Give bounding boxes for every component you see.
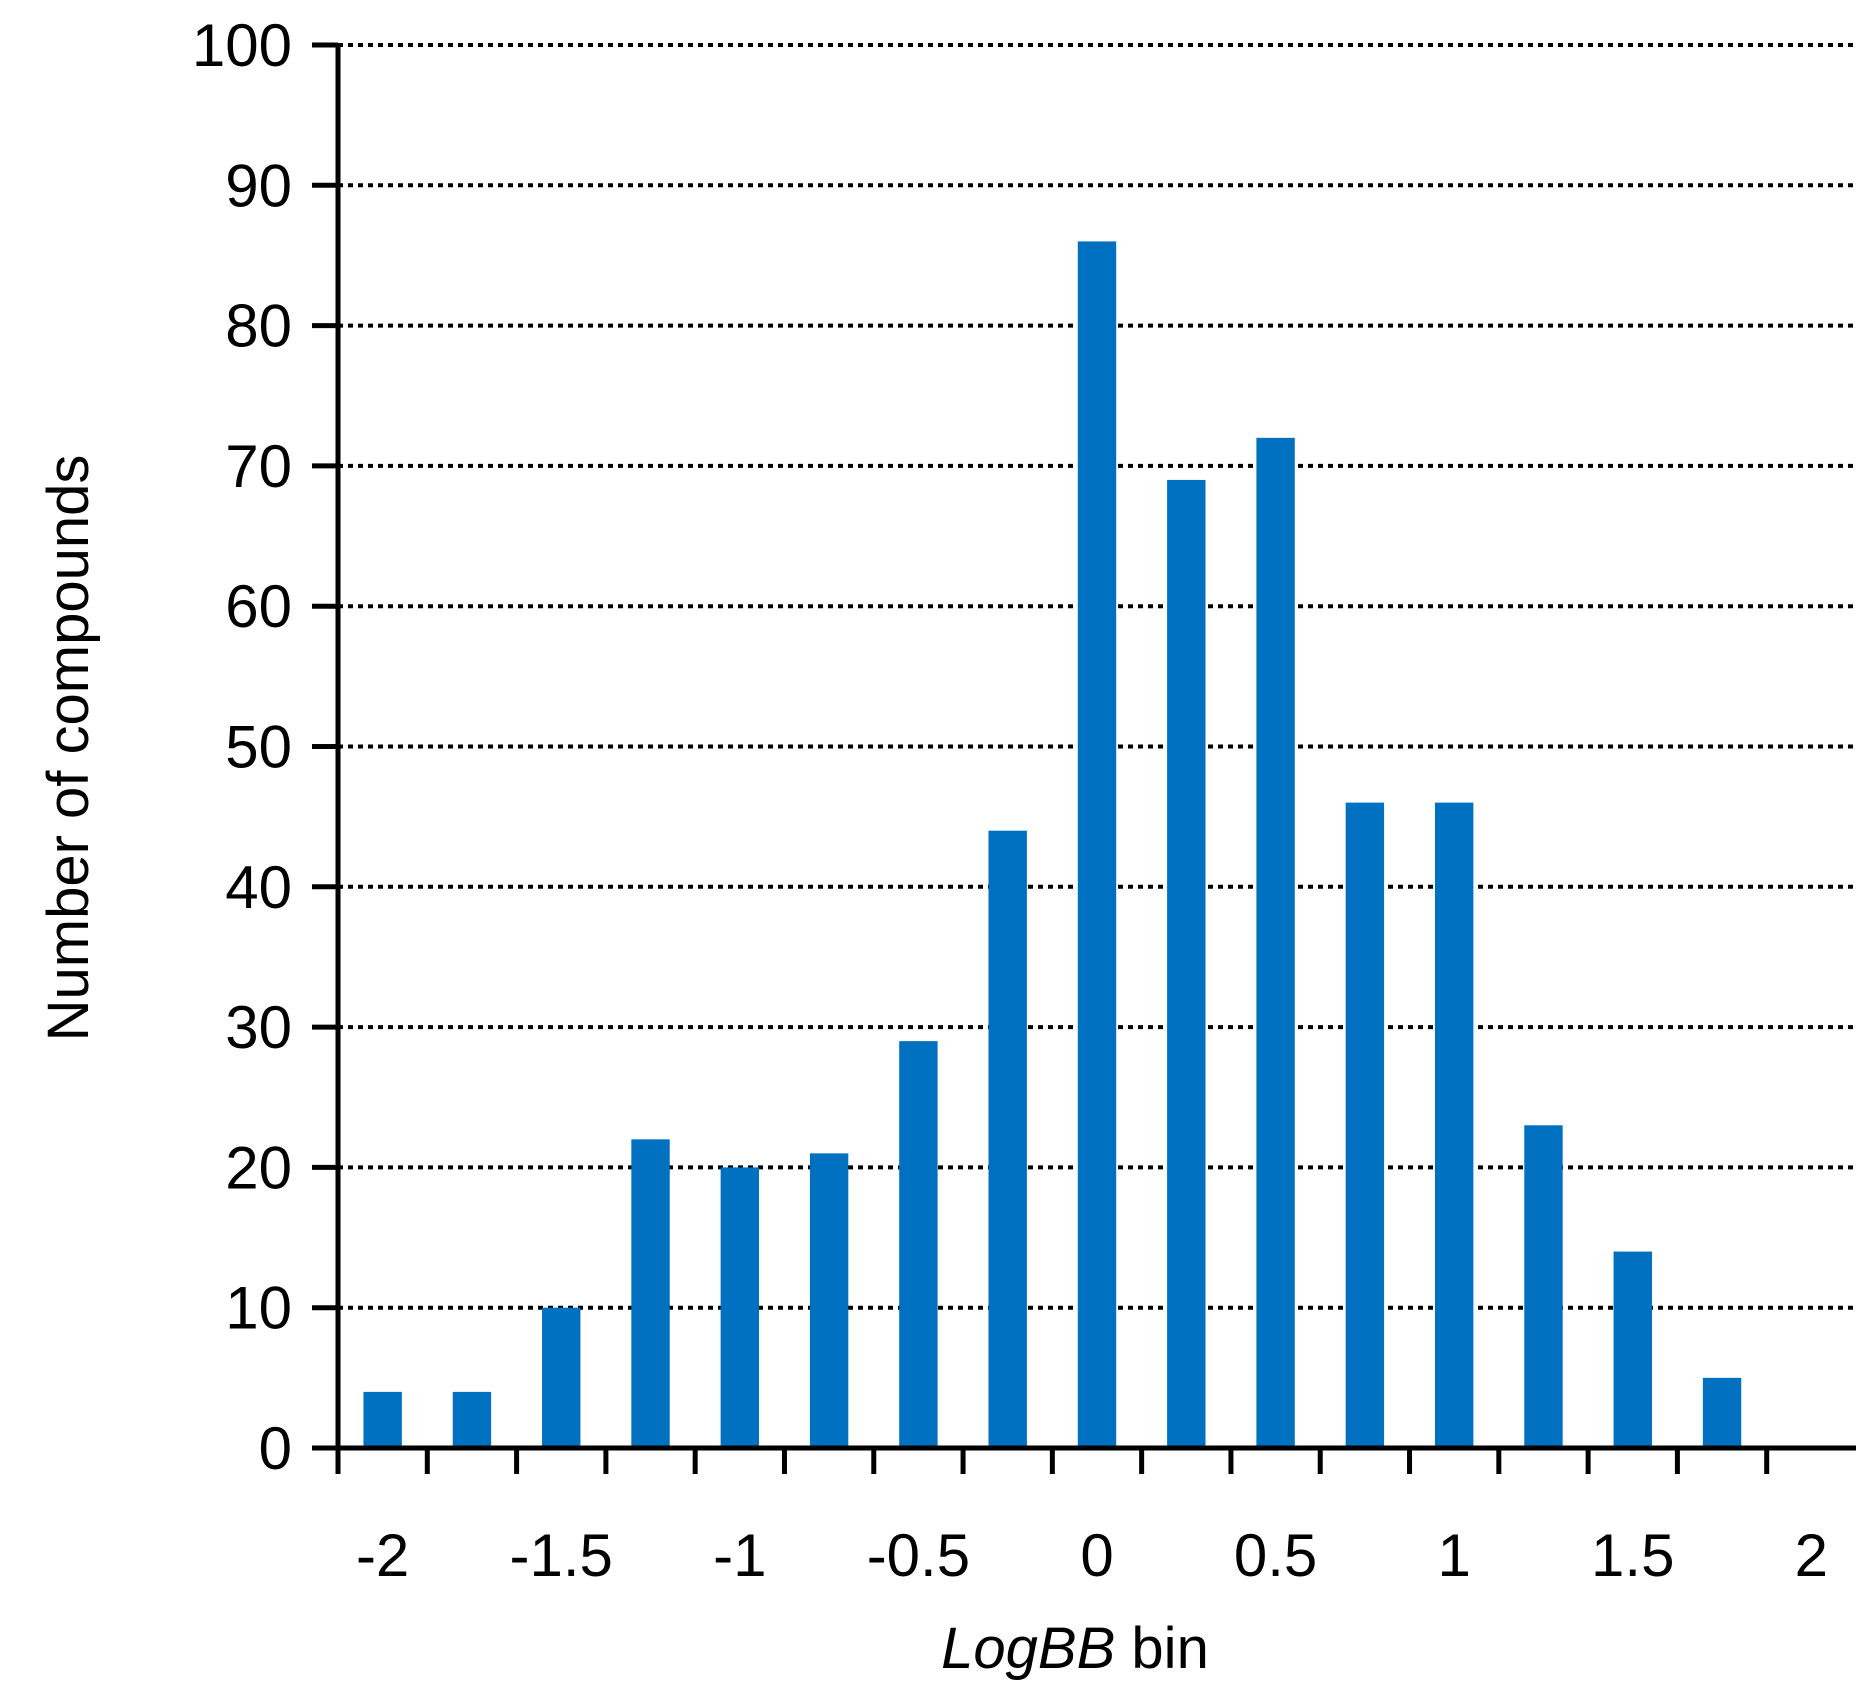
y-tick-label: 100 (192, 12, 292, 79)
y-tick-label: 0 (259, 1415, 292, 1482)
bar (1256, 437, 1295, 1449)
x-axis-title-italic: LogBB (941, 1616, 1115, 1681)
bar (1167, 479, 1206, 1448)
x-axis-title-rest: bin (1115, 1616, 1209, 1681)
bar (720, 1167, 760, 1448)
gridlines (338, 43, 1856, 1310)
y-tick-label: 80 (225, 293, 292, 360)
y-tick-label: 40 (225, 854, 292, 921)
bar (452, 1391, 492, 1448)
bar (988, 830, 1027, 1448)
bar (899, 1041, 938, 1448)
bar (1077, 241, 1117, 1448)
x-tick-label: -2 (356, 1522, 409, 1589)
bar (1524, 1125, 1563, 1448)
bar (809, 1153, 849, 1448)
y-tick-label: 30 (225, 994, 292, 1061)
x-ticks: -2 -1.5 -1 -0.5 0 0.5 1 1.5 2 (335, 1448, 1828, 1589)
bar (363, 1391, 402, 1448)
bar (1702, 1377, 1742, 1448)
x-tick-label: 1.5 (1591, 1522, 1674, 1589)
y-tick-label: 20 (225, 1134, 292, 1201)
y-tick-label: 10 (225, 1275, 292, 1342)
bars (363, 241, 1742, 1449)
bar (1434, 802, 1474, 1448)
x-tick-label: 1 (1437, 1522, 1470, 1589)
bar (1613, 1251, 1652, 1448)
x-tick-label: 2 (1795, 1522, 1828, 1589)
x-tick-label: -1 (713, 1522, 766, 1589)
bar (542, 1307, 581, 1448)
y-tick-label: 50 (225, 714, 292, 781)
y-ticks: 0 10 20 30 40 50 60 70 80 90 100 (192, 12, 338, 1482)
y-tick-label: 60 (225, 573, 292, 640)
bar (1345, 802, 1385, 1448)
y-tick-label: 90 (225, 152, 292, 219)
x-axis-title: LogBB bin (941, 1616, 1209, 1681)
x-tick-label: 0.5 (1234, 1522, 1317, 1589)
y-axis-title: Number of compounds (36, 455, 101, 1042)
bar (631, 1139, 670, 1448)
x-tick-label: 0 (1080, 1522, 1113, 1589)
y-tick-label: 70 (225, 433, 292, 500)
x-tick-label: -1.5 (510, 1522, 613, 1589)
x-tick-label: -0.5 (867, 1522, 970, 1589)
